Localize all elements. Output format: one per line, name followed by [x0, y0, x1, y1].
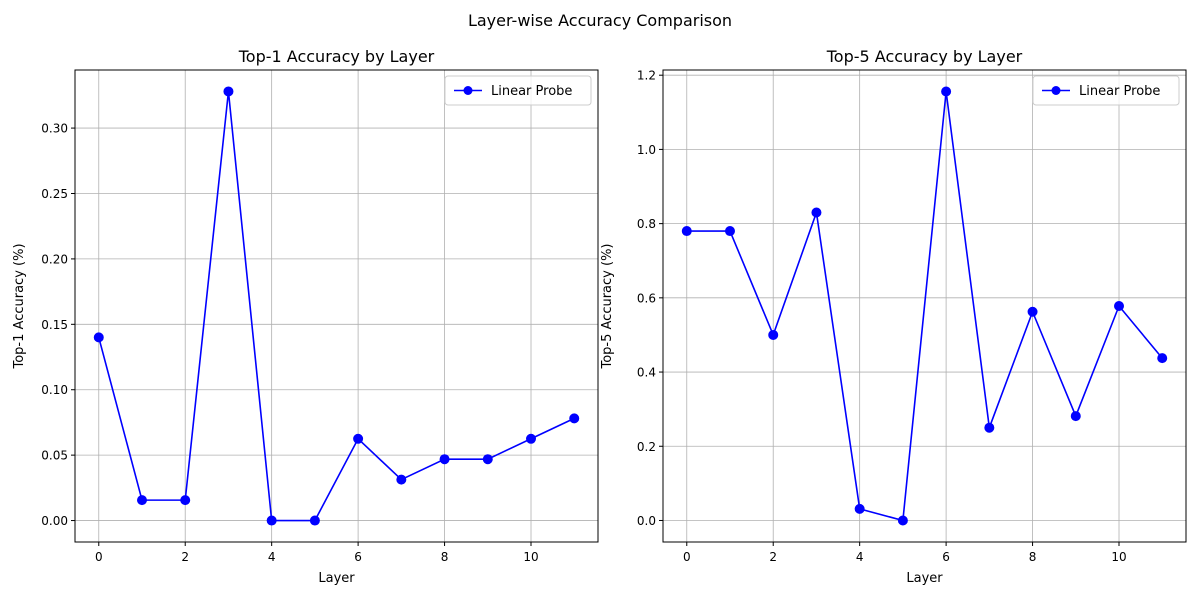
top5-x-tick-label: 6: [942, 550, 950, 564]
top1-accuracy-chart: 0 2 4 6 8 10 0.00 0.05 0.10 0.15 0.20 0.25 0.30 Top-1…: [12, 47, 599, 586]
top5-chart-title: Top-5 Accuracy by Layer: [826, 47, 1023, 66]
top1-y-tick-label: 0.10: [41, 383, 68, 397]
top1-data-point: [223, 86, 234, 97]
top1-data-point: [93, 332, 104, 343]
top5-accuracy-chart: 0 2 4 6 8 10 0.0 0.2 0.4 0.6 0.8 1.0 1.2 Top-5 Accura…: [600, 47, 1187, 586]
top1-legend-box: [444, 75, 592, 106]
top5-y-tick-label: 0.4: [637, 366, 656, 380]
top5-x-tick-label: 0: [683, 550, 691, 564]
top5-x-tick-label: 8: [1029, 550, 1037, 564]
top1-data-point: [482, 454, 493, 465]
top5-axes-frame: [662, 69, 1187, 543]
top1-x-tick-label: 6: [354, 550, 362, 564]
top1-y-tick-label: 0.20: [41, 252, 68, 266]
top5-data-point: [897, 515, 908, 526]
top5-data-point: [984, 422, 995, 433]
top1-x-tick-label: 2: [181, 550, 189, 564]
top1-data-point: [266, 515, 277, 526]
top1-x-tick-label: 0: [95, 550, 103, 564]
top5-data-point: [1157, 353, 1168, 364]
top1-data-point: [180, 495, 191, 506]
top5-data-point: [1070, 411, 1081, 422]
top5-y-tick-label: 0.6: [637, 291, 656, 305]
top5-data-point: [1027, 306, 1038, 317]
top1-x-tick-label: 8: [441, 550, 449, 564]
top5-data-point: [681, 226, 692, 237]
top5-y-tick-label: 0.0: [637, 514, 656, 528]
top1-x-tick-label: 10: [523, 550, 538, 564]
top5-y-tick-label: 1.0: [637, 143, 656, 157]
top1-y-tick-label: 0.05: [41, 449, 68, 463]
top1-y-axis-label: Top-1 Accuracy (%): [12, 243, 27, 369]
top5-data-point: [941, 86, 952, 97]
top5-data-point: [854, 503, 865, 514]
top5-x-tick-label: 10: [1111, 550, 1126, 564]
top5-legend-label: Linear Probe: [1079, 84, 1160, 99]
top5-data-point: [811, 207, 822, 218]
top5-x-axis-label: Layer: [906, 571, 943, 586]
top5-legend-marker: [1051, 86, 1061, 95]
top1-chart-title: Top-1 Accuracy by Layer: [238, 47, 435, 66]
top5-y-tick-label: 1.2: [637, 69, 656, 83]
top1-series-line: [97, 91, 575, 522]
top1-legend-label: Linear Probe: [491, 84, 572, 99]
top1-x-tick-label: 4: [268, 550, 276, 564]
top1-data-point: [353, 433, 364, 444]
top1-data-point: [136, 495, 147, 506]
top1-y-tick-label: 0.25: [41, 187, 68, 201]
top1-axes-frame: [74, 69, 599, 543]
top1-y-tick-label: 0.30: [41, 122, 68, 136]
top5-data-point: [1114, 301, 1125, 311]
top5-y-tick-label: 0.2: [637, 440, 656, 454]
top5-data-point: [768, 329, 779, 340]
top1-data-point: [569, 413, 580, 424]
top1-data-point: [396, 474, 407, 485]
top1-data-point: [309, 515, 320, 526]
top5-data-point: [724, 226, 735, 237]
figure-suptitle: Layer-wise Accuracy Comparison: [468, 11, 732, 30]
top1-y-tick-label: 0.00: [41, 514, 68, 528]
top5-x-tick-label: 4: [856, 550, 864, 564]
top5-legend-box: [1032, 75, 1180, 106]
top5-y-tick-label: 0.8: [637, 217, 656, 231]
top1-data-point: [526, 433, 537, 444]
top5-y-axis-label: Top-5 Accuracy (%): [600, 243, 615, 369]
top1-x-axis-label: Layer: [318, 571, 355, 586]
top5-series-line: [686, 91, 1163, 522]
top1-y-tick-label: 0.15: [41, 318, 68, 332]
top1-data-point: [439, 454, 450, 465]
top5-x-tick-label: 2: [769, 550, 777, 564]
top1-legend-marker: [463, 86, 473, 95]
